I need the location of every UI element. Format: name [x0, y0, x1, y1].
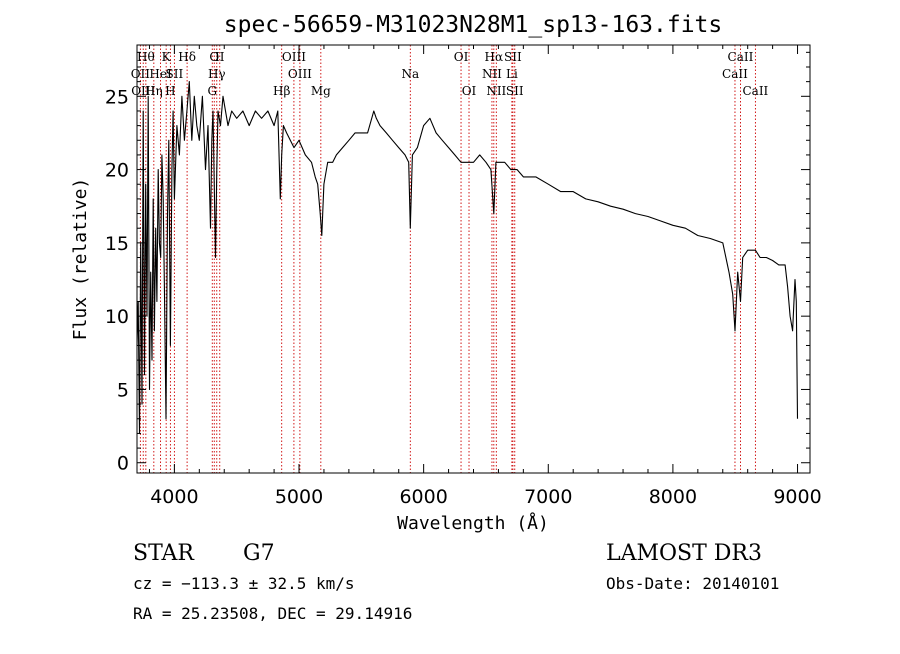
line-marker-label-0: OII: [131, 67, 151, 81]
spectrum-series-line: [136, 81, 799, 434]
survey-name: LAMOST DR3: [606, 541, 762, 566]
object-class: STAR: [133, 541, 195, 566]
line-marker-label-22: NII: [486, 84, 506, 98]
line-marker-label-8: Hδ: [178, 50, 196, 64]
line-marker-label-5: K: [162, 50, 172, 64]
line-marker-label-12: II: [215, 50, 225, 64]
chart-title: spec-56659-M31023N28M1_sp13-163.fits: [224, 12, 723, 38]
line-marker-label-6: H: [165, 84, 175, 98]
axis-ticks: 4000 5000 6000 7000 8000 9000 0 5 10 15 20 25: [105, 45, 822, 508]
y-axis-label: Flux (relative): [70, 178, 91, 341]
y-tick-label-2: 10: [105, 306, 129, 328]
line-marker-label-26: CaII: [722, 67, 748, 81]
spectral-subclass: G7: [243, 541, 275, 566]
plot-frame: [136, 44, 811, 474]
x-tick-label-0: 4000: [150, 486, 198, 508]
y-tick-label-3: 15: [105, 233, 129, 255]
line-marker-label-19: OI: [462, 84, 477, 98]
line-markers: [139, 45, 756, 473]
line-marker-labels: OIIOIIIHθHηHeIKHSIIHδGOHγIIHβOIIIOIIIMgN…: [131, 50, 769, 98]
line-marker-label-14: OIII: [282, 50, 306, 64]
line-marker-label-15: OIII: [288, 67, 312, 81]
y-tick-label-5: 25: [105, 86, 129, 108]
line-marker-label-28: CaII: [742, 84, 768, 98]
y-tick-label-1: 5: [117, 379, 129, 401]
y-tick-label-0: 0: [117, 453, 129, 475]
x-tick-label-4: 8000: [649, 486, 697, 508]
line-marker-label-24: SII: [504, 50, 522, 64]
coordinates: RA = 25.23508, DEC = 29.14916: [133, 604, 412, 623]
line-marker-label-25: SII: [506, 84, 524, 98]
line-marker-label-13: Hβ: [273, 84, 290, 98]
obs-date: Obs-Date: 20140101: [606, 574, 779, 593]
line-marker-label-4: HeI: [149, 67, 172, 81]
line-marker-label-9: G: [207, 84, 217, 98]
line-marker-label-16: Mg: [311, 84, 331, 98]
line-marker-label-11: Hγ: [208, 67, 226, 81]
line-marker-label-17: Na: [401, 67, 419, 81]
line-marker-label-2: Hθ: [137, 50, 155, 64]
x-tick-label-5: 9000: [773, 486, 821, 508]
line-marker-label-10: O: [209, 50, 219, 64]
line-marker-label-7: SII: [166, 67, 184, 81]
x-tick-label-2: 6000: [399, 486, 447, 508]
x-tick-label-3: 7000: [524, 486, 572, 508]
line-marker-label-21: Hα: [485, 50, 504, 64]
line-marker-label-23: Li: [506, 67, 518, 81]
y-tick-label-4: 20: [105, 160, 129, 182]
line-marker-label-3: Hη: [145, 84, 163, 98]
x-tick-label-1: 5000: [275, 486, 323, 508]
x-axis-label: Wavelength (Å): [397, 512, 549, 534]
line-marker-label-27: CaII: [728, 50, 754, 64]
line-marker-label-20: NII: [482, 67, 502, 81]
redshift-cz: cz = −113.3 ± 32.5 km/s: [133, 574, 355, 593]
line-marker-label-18: OI: [454, 50, 469, 64]
